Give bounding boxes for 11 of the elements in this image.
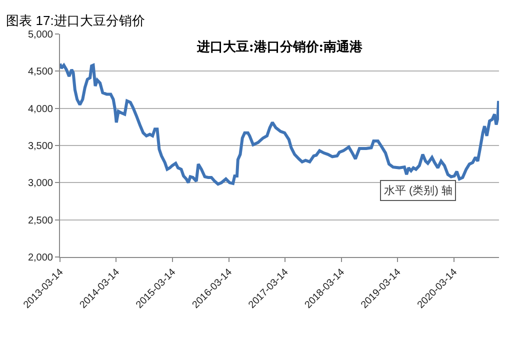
y-tick-label: 3,000 bbox=[28, 178, 54, 190]
chart-title: 图表 17:进口大豆分销价 bbox=[6, 12, 145, 28]
y-tick-label: 4,000 bbox=[28, 104, 54, 115]
line-series bbox=[60, 62, 499, 186]
text: 进口大豆:港口分销价:南通港 bbox=[196, 39, 364, 55]
y-tick-label: 2,500 bbox=[28, 215, 54, 226]
y-tick-label: 2,000 bbox=[28, 252, 54, 264]
y-tick-label: 3,500 bbox=[28, 141, 54, 152]
y-tick-label: 4,500 bbox=[28, 66, 54, 78]
annotation: 水平 (类别) 轴 bbox=[384, 184, 452, 197]
y-tick-label: 5,000 bbox=[28, 30, 54, 40]
